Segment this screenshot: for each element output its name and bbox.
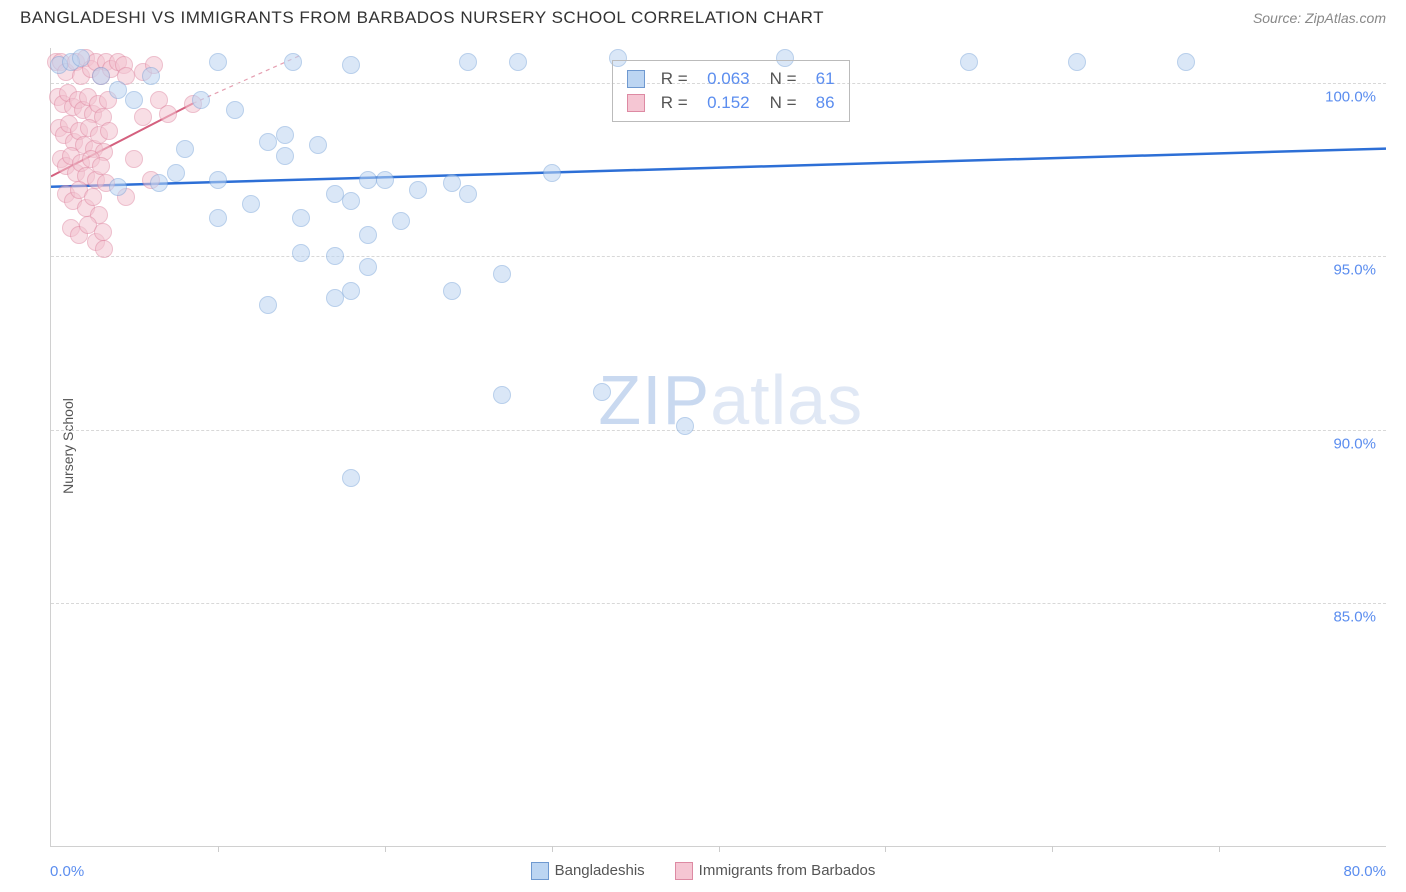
data-point-bangladeshis — [167, 164, 185, 182]
data-point-bangladeshis — [676, 417, 694, 435]
x-tick — [1052, 846, 1053, 852]
data-point-bangladeshis — [459, 53, 477, 71]
data-point-barbados — [92, 157, 110, 175]
stat-n-label: N = — [770, 69, 797, 89]
data-point-bangladeshis — [242, 195, 260, 213]
data-point-bangladeshis — [493, 386, 511, 404]
x-tick — [885, 846, 886, 852]
data-point-bangladeshis — [142, 67, 160, 85]
watermark: ZIPatlas — [598, 360, 863, 440]
legend-item-bangladeshis: Bangladeshis — [531, 862, 645, 880]
scatter-plot-area: 85.0% 90.0% 95.0% 100.0% ZIPatlas R = 0.063 … — [50, 48, 1386, 847]
swatch-icon — [627, 70, 645, 88]
stat-r-value: 0.152 — [698, 93, 750, 113]
stat-r-value: 0.063 — [698, 69, 750, 89]
gridline-h — [51, 256, 1386, 257]
data-point-bangladeshis — [459, 185, 477, 203]
data-point-barbados — [100, 122, 118, 140]
data-point-bangladeshis — [109, 81, 127, 99]
x-tick — [552, 846, 553, 852]
data-point-bangladeshis — [326, 247, 344, 265]
data-point-bangladeshis — [209, 209, 227, 227]
legend-label: Immigrants from Barbados — [699, 862, 876, 879]
data-point-bangladeshis — [593, 383, 611, 401]
legend-item-barbados: Immigrants from Barbados — [675, 862, 876, 880]
gridline-h — [51, 603, 1386, 604]
x-tick — [719, 846, 720, 852]
trend-line-bangladeshis — [51, 149, 1386, 187]
data-point-bangladeshis — [276, 126, 294, 144]
data-point-barbados — [94, 223, 112, 241]
source-attribution: Source: ZipAtlas.com — [1253, 10, 1386, 26]
stat-n-value: 86 — [807, 93, 835, 113]
stat-r-label: R = — [661, 93, 688, 113]
data-point-bangladeshis — [259, 133, 277, 151]
x-tick — [218, 846, 219, 852]
data-point-bangladeshis — [543, 164, 561, 182]
data-point-bangladeshis — [226, 101, 244, 119]
x-tick — [1219, 846, 1220, 852]
data-point-bangladeshis — [359, 226, 377, 244]
data-point-bangladeshis — [493, 265, 511, 283]
chart-title: BANGLADESHI VS IMMIGRANTS FROM BARBADOS … — [20, 8, 824, 28]
data-point-bangladeshis — [192, 91, 210, 109]
stat-n-value: 61 — [807, 69, 835, 89]
data-point-bangladeshis — [342, 56, 360, 74]
data-point-bangladeshis — [359, 258, 377, 276]
data-point-bangladeshis — [509, 53, 527, 71]
data-point-barbados — [159, 105, 177, 123]
data-point-bangladeshis — [150, 174, 168, 192]
data-point-bangladeshis — [342, 469, 360, 487]
data-point-bangladeshis — [1177, 53, 1195, 71]
data-point-bangladeshis — [409, 181, 427, 199]
swatch-icon — [531, 862, 549, 880]
data-point-bangladeshis — [326, 185, 344, 203]
y-tick-label: 90.0% — [1333, 435, 1376, 452]
data-point-bangladeshis — [276, 147, 294, 165]
data-point-bangladeshis — [376, 171, 394, 189]
data-point-bangladeshis — [176, 140, 194, 158]
stats-legend: R = 0.063 N = 61 R = 0.152 N = 86 — [612, 60, 850, 122]
data-point-barbados — [134, 108, 152, 126]
gridline-h — [51, 430, 1386, 431]
data-point-bangladeshis — [1068, 53, 1086, 71]
data-point-bangladeshis — [443, 282, 461, 300]
data-point-bangladeshis — [125, 91, 143, 109]
stats-row-bangladeshis: R = 0.063 N = 61 — [627, 67, 835, 91]
data-point-bangladeshis — [342, 192, 360, 210]
stat-n-label: N = — [770, 93, 797, 113]
data-point-bangladeshis — [284, 53, 302, 71]
series-legend: Bangladeshis Immigrants from Barbados — [0, 862, 1406, 880]
data-point-bangladeshis — [292, 244, 310, 262]
data-point-bangladeshis — [359, 171, 377, 189]
trend-lines-overlay — [51, 48, 1386, 846]
data-point-bangladeshis — [209, 53, 227, 71]
data-point-bangladeshis — [392, 212, 410, 230]
legend-label: Bangladeshis — [555, 862, 645, 879]
y-tick-label: 85.0% — [1333, 609, 1376, 626]
data-point-bangladeshis — [443, 174, 461, 192]
stats-row-barbados: R = 0.152 N = 86 — [627, 91, 835, 115]
data-point-bangladeshis — [342, 282, 360, 300]
data-point-bangladeshis — [259, 296, 277, 314]
y-tick-label: 100.0% — [1325, 88, 1376, 105]
data-point-bangladeshis — [72, 49, 90, 67]
data-point-bangladeshis — [960, 53, 978, 71]
y-tick-label: 95.0% — [1333, 262, 1376, 279]
stat-r-label: R = — [661, 69, 688, 89]
swatch-icon — [675, 862, 693, 880]
x-tick — [385, 846, 386, 852]
data-point-bangladeshis — [309, 136, 327, 154]
data-point-barbados — [125, 150, 143, 168]
data-point-bangladeshis — [326, 289, 344, 307]
data-point-bangladeshis — [92, 67, 110, 85]
data-point-bangladeshis — [209, 171, 227, 189]
data-point-bangladeshis — [292, 209, 310, 227]
data-point-barbados — [84, 188, 102, 206]
swatch-icon — [627, 94, 645, 112]
data-point-bangladeshis — [109, 178, 127, 196]
data-point-barbados — [95, 240, 113, 258]
